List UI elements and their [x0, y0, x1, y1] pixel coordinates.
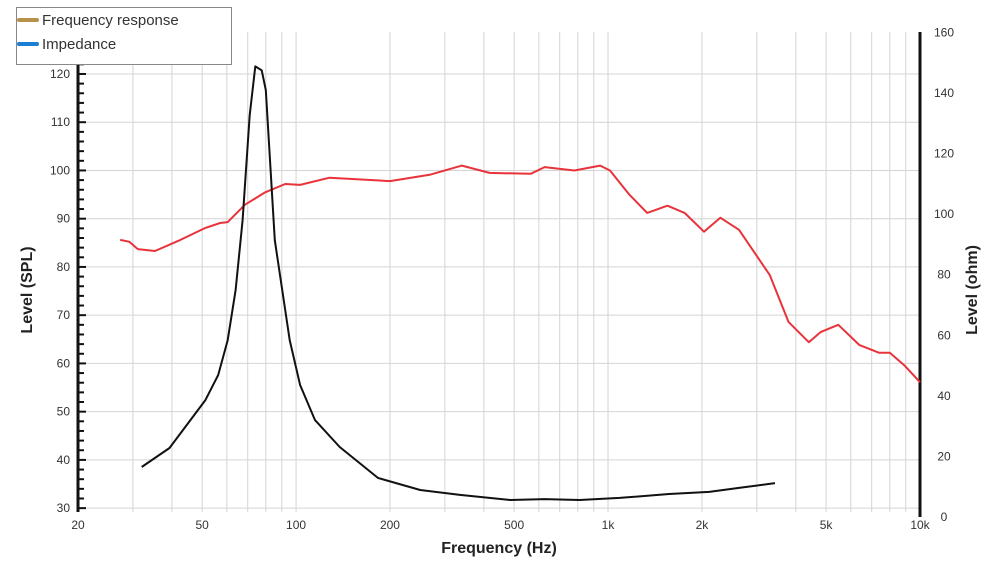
x-tick-label: 2k — [696, 518, 710, 532]
legend: Frequency response Impedance — [16, 7, 232, 65]
x-axis-label: Frequency (Hz) — [441, 540, 557, 557]
axes: 30 40 50 60 70 80 90 100 110 120 0 20 40 60 80 100 120 14… — [50, 25, 954, 532]
y2-tick-label: 160 — [934, 25, 954, 39]
x-tick-label: 100 — [286, 518, 306, 532]
x-tick-label: 50 — [195, 518, 209, 532]
y-tick-label: 50 — [57, 405, 71, 419]
y-tick-label: 110 — [51, 115, 70, 129]
y-axis-label: Level (SPL) — [19, 246, 36, 333]
y2-tick-label: 40 — [937, 389, 951, 403]
series-line-frequency-response — [119, 164, 921, 383]
legend-item-frequency-response: Frequency response — [17, 8, 231, 32]
y2-tick-label: 60 — [937, 328, 951, 342]
y2-tick-label: 120 — [934, 147, 954, 161]
legend-swatch — [17, 42, 39, 46]
legend-item-impedance: Impedance — [17, 32, 231, 56]
y-tick-label: 90 — [57, 212, 71, 226]
series-line-impedance — [141, 65, 776, 501]
x-tick-label: 5k — [820, 518, 834, 532]
grid — [77, 32, 921, 512]
y2-tick-label: 140 — [934, 86, 954, 100]
y-tick-label: 30 — [57, 501, 71, 515]
y2-tick-label: 0 — [941, 510, 948, 524]
y-tick-label: 120 — [50, 67, 70, 81]
y-tick-label: 60 — [57, 356, 71, 370]
legend-label: Frequency response — [42, 11, 179, 29]
x-tick-label: 20 — [71, 518, 85, 532]
y2-tick-label: 80 — [937, 268, 951, 282]
x-tick-label: 1k — [602, 518, 616, 532]
x-tick-label: 10k — [910, 518, 930, 532]
y-tick-label: 80 — [57, 260, 71, 274]
y-tick-label: 70 — [57, 308, 71, 322]
y-tick-label: 100 — [50, 163, 70, 177]
x-tick-label: 500 — [504, 518, 524, 532]
y2-axis-label: Level (ohm) — [964, 245, 981, 335]
series-lines — [119, 65, 921, 501]
y-tick-label: 40 — [57, 453, 71, 467]
y2-tick-label: 20 — [937, 449, 951, 463]
y2-tick-label: 100 — [934, 207, 954, 221]
legend-swatch — [17, 18, 39, 22]
x-tick-label: 200 — [380, 518, 400, 532]
legend-label: Impedance — [42, 35, 117, 53]
